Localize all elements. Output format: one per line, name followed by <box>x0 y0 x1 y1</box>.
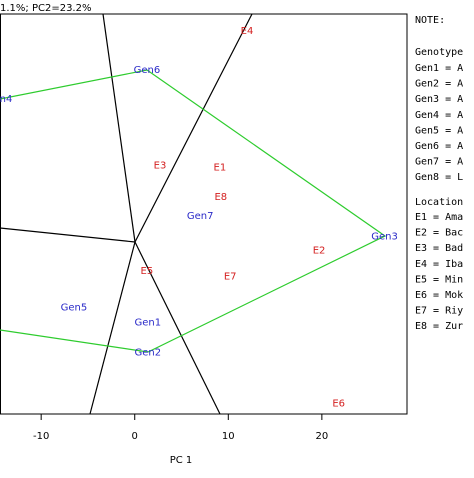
note-heading: Genotype <box>415 47 463 58</box>
point-label: E3 <box>154 160 167 171</box>
point-label: Gen6 <box>134 65 161 76</box>
point-label: E4 <box>241 26 254 37</box>
note-item: Gen4 = A <box>415 110 463 121</box>
ray <box>0 227 136 243</box>
point-label: E8 <box>214 192 227 203</box>
x-tick-label: 0 <box>132 431 138 442</box>
note-panel: NOTE: Genotype Location <box>415 15 463 208</box>
point-label: Gen2 <box>135 347 162 358</box>
note-item: Gen3 = A <box>415 94 463 105</box>
polygon <box>0 69 387 353</box>
chart-title: 1.1%; PC2=23.2% <box>0 3 91 14</box>
note-item: Gen2 = A <box>415 79 463 90</box>
plot-frame <box>0 13 408 415</box>
x-tick-label: 20 <box>315 431 328 442</box>
note-item: Gen6 = A <box>415 141 463 152</box>
note-item: E7 = Riy <box>415 306 463 317</box>
note-item: Gen5 = A <box>415 125 463 136</box>
point-label: Gen7 <box>187 211 214 222</box>
ray <box>89 241 136 415</box>
ray <box>134 13 253 243</box>
point-label: Gen1 <box>135 317 162 328</box>
note-item: Gen8 = L <box>415 172 463 183</box>
point-label: Gen3 <box>371 231 398 242</box>
note-title: NOTE: <box>415 15 445 26</box>
point-label: E6 <box>332 399 345 410</box>
x-tick-label: -10 <box>33 431 49 442</box>
sector-rays <box>0 13 253 415</box>
note-item: E1 = Ama <box>415 212 463 223</box>
note-item: E2 = Bac <box>415 228 463 239</box>
x-tick-label: 10 <box>222 431 235 442</box>
note-item: E5 = Min <box>415 274 463 285</box>
note-item: E6 = Mok <box>415 290 463 301</box>
x-axis-label: PC 1 <box>170 455 193 466</box>
note-item: Gen1 = A <box>415 63 463 74</box>
point-label: E2 <box>313 245 326 256</box>
note-item: E8 = Zur <box>415 321 463 332</box>
point-label: Gen5 <box>61 302 88 313</box>
note-item: Gen7 = A <box>415 157 463 168</box>
note-item: E4 = Iba <box>415 259 463 270</box>
note-heading: Location <box>415 197 463 208</box>
ray <box>134 241 221 415</box>
ray <box>102 13 136 243</box>
point-label: Gen4 <box>0 94 12 105</box>
point-label: E5 <box>141 266 154 277</box>
note-item: E3 = Bad <box>415 243 463 254</box>
point-label: E7 <box>224 272 237 283</box>
point-label: E1 <box>214 162 227 173</box>
